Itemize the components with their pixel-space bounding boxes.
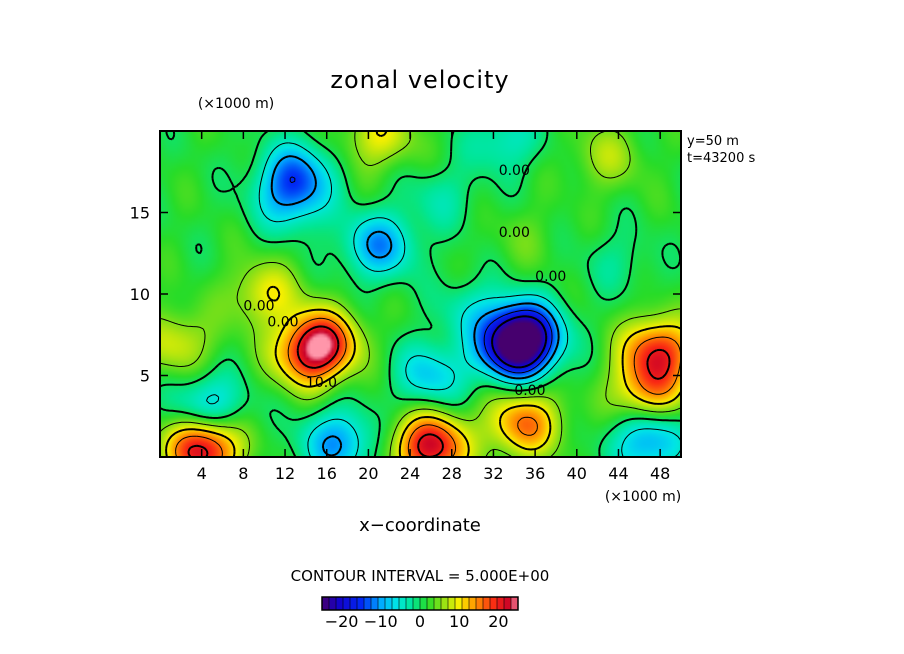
colorbar-swatch — [441, 597, 449, 610]
x-tick-label: 32 — [483, 464, 503, 483]
colorbar-tick-label: −20 — [325, 612, 359, 631]
x-tick-label: 24 — [400, 464, 420, 483]
colorbar-swatch — [469, 597, 477, 610]
colorbar-swatch — [476, 597, 484, 610]
annotation-time: t=43200 s — [687, 151, 755, 166]
x-tick-label: 8 — [238, 464, 248, 483]
colorbar-frame — [321, 596, 519, 611]
x-tick-label: 20 — [358, 464, 378, 483]
colorbar-swatch — [322, 597, 330, 610]
contour-level-5 — [159, 130, 682, 458]
colorbar-swatch — [364, 597, 372, 610]
colorbar-swatch — [434, 597, 442, 610]
colorbar-tick-label: 10 — [449, 612, 469, 631]
contour-level-0 — [159, 130, 682, 458]
contour-label: 0.00 — [267, 315, 298, 331]
contour-level-neg20 — [491, 315, 548, 369]
y-unit-label: (×1000 m) — [198, 96, 274, 112]
x-tick-label: 28 — [442, 464, 462, 483]
colorbar-swatch — [490, 597, 498, 610]
colorbar-swatch — [455, 597, 463, 610]
y-tick-label: 5 — [140, 367, 150, 386]
colorbar-swatch — [497, 597, 505, 610]
colorbar: −20 −10 0 10 20 — [321, 596, 519, 631]
colorbar-swatch — [462, 597, 470, 610]
contour-level-15 — [175, 317, 682, 458]
colorbar-swatch — [448, 597, 456, 610]
colorbar-swatch — [350, 597, 358, 610]
x-tick-label: 44 — [608, 464, 628, 483]
x-tick-label: 40 — [567, 464, 587, 483]
contour-level-20 — [187, 325, 671, 458]
contour-interval-text: CONTOUR INTERVAL = 5.000E+00 — [291, 567, 550, 585]
contour-label: 0.00 — [535, 269, 566, 285]
x-tick-label: 12 — [275, 464, 295, 483]
contour-level-10 — [165, 130, 682, 458]
contour-label: 0.00 — [499, 225, 530, 241]
colorbar-swatch — [511, 597, 519, 610]
colorbar-swatch — [343, 597, 351, 610]
colorbar-swatch — [420, 597, 428, 610]
contour-label: 0.00 — [499, 163, 530, 179]
colorbar-swatch — [385, 597, 393, 610]
colorbar-tick-label: 20 — [488, 612, 508, 631]
colorbar-swatch — [483, 597, 491, 610]
y-axis: 5 10 15 — [130, 204, 681, 386]
contour-level-neg5 — [206, 142, 682, 458]
heatmap-field — [160, 131, 681, 457]
colorbar-swatch — [357, 597, 365, 610]
x-unit-label: (×1000 m) — [605, 489, 681, 505]
annotation-depth: y=50 m — [687, 134, 739, 149]
colorbar-swatch — [427, 597, 435, 610]
x-tick-label: 16 — [317, 464, 337, 483]
x-axis-label: x−coordinate — [359, 515, 481, 536]
colorbar-swatch — [392, 597, 400, 610]
colorbar-tick-label: −10 — [364, 612, 398, 631]
colorbar-swatch — [413, 597, 421, 610]
colorbar-swatch — [371, 597, 379, 610]
x-tick-label: 4 — [197, 464, 207, 483]
colorbar-swatch — [378, 597, 386, 610]
contour-level-neg10 — [270, 155, 560, 457]
colorbar-swatch — [329, 597, 337, 610]
x-tick-label: 36 — [525, 464, 545, 483]
chart-title: zonal velocity — [330, 66, 509, 94]
contour-label: 10.0 — [306, 375, 337, 391]
contour-label: 0.00 — [514, 383, 545, 399]
contour-label: 0.00 — [243, 298, 274, 314]
y-tick-label: 10 — [130, 285, 150, 304]
x-tick-label: 48 — [650, 464, 670, 483]
colorbar-tick-label: 0 — [415, 612, 425, 631]
y-tick-label: 15 — [130, 204, 150, 223]
contour-level-neg15 — [289, 176, 553, 374]
contour-lines — [159, 130, 682, 458]
colorbar-swatch — [406, 597, 414, 610]
x-axis: 4 8 12 16 20 24 28 32 36 40 44 48 — [197, 131, 670, 483]
colorbar-swatch — [399, 597, 407, 610]
colorbar-swatch — [504, 597, 512, 610]
colorbar-swatch — [336, 597, 344, 610]
annotation-lines: y=50 m t=43200 s — [687, 134, 755, 166]
